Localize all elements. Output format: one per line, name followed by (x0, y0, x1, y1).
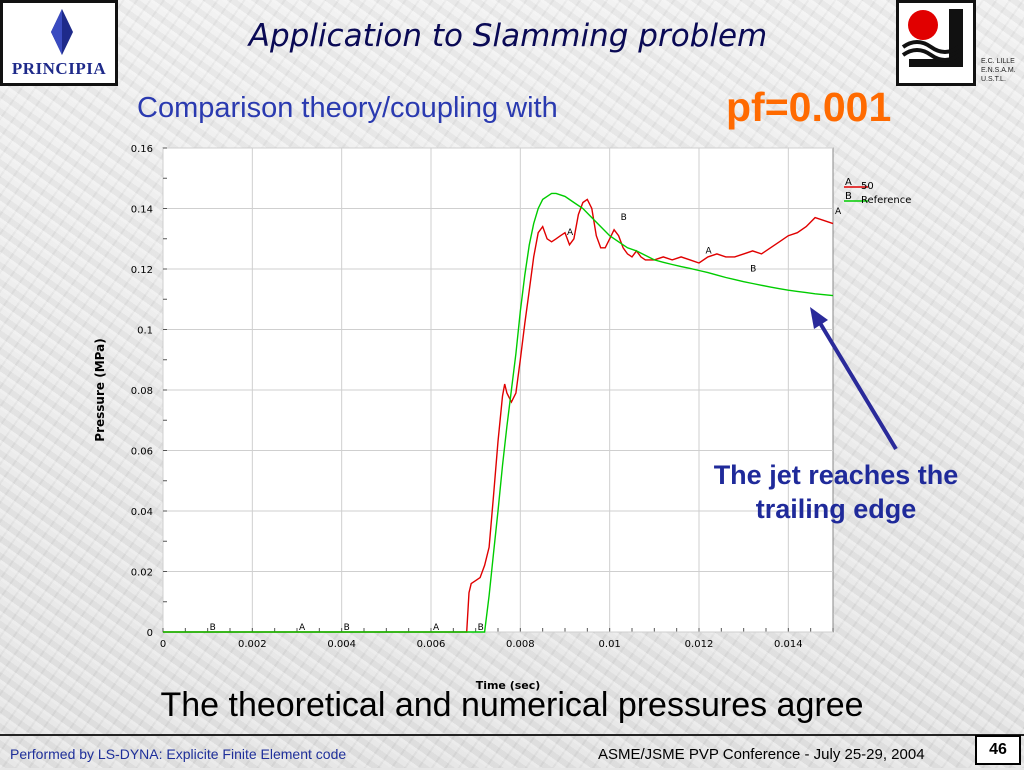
conclusion-text: The theoretical and numerical pressures … (160, 686, 864, 724)
annotation-line: trailing edge (755, 494, 917, 524)
y-tick-label: 0.1 (137, 326, 153, 337)
logo-line: E.N.S.A.M. (981, 67, 1016, 74)
ec-lille-emblem-icon (901, 9, 963, 67)
logo-line: E.C. LILLE (981, 58, 1015, 65)
x-tick-label: 0.01 (599, 639, 621, 650)
y-tick-label: 0.16 (131, 144, 153, 155)
y-tick-label: 0.14 (131, 205, 153, 216)
diamond-icon (51, 9, 73, 55)
marker-label: B (750, 265, 756, 275)
page-number: 46 (975, 735, 1021, 765)
series-lines (163, 192, 834, 633)
marker-label: B (621, 213, 627, 223)
principia-logo: PRINCIPIA (0, 0, 118, 86)
footer: Performed by LS-DYNA: Explicite Finite E… (0, 734, 1024, 770)
annotation-arrow (810, 307, 898, 451)
footer-credit: Performed by LS-DYNA: Explicite Finite E… (10, 746, 347, 762)
arrow-shaft (815, 316, 898, 451)
pressure-chart: 0 0.002 0.004 0.006 0.008 0.01 0.012 0.014 0 0.02… (80, 135, 940, 695)
x-tick-label: 0.014 (774, 639, 803, 650)
marker-label: A (567, 228, 574, 238)
tick-labels: 0 0.002 0.004 0.006 0.008 0.01 0.012 0.014 0 0.02… (131, 144, 803, 650)
x-tick-label: 0 (160, 639, 166, 650)
slide-title: Application to Slamming problem (248, 18, 768, 54)
legend-letter: A (845, 177, 852, 188)
y-tick-label: 0.06 (131, 447, 153, 458)
logo-line: U.S.T.L. (981, 76, 1006, 83)
legend-name: Reference (861, 195, 911, 206)
marker-label: A (299, 623, 306, 633)
legend: A 50 B Reference (844, 177, 911, 206)
slide-subtitle: Comparison theory/coupling with (137, 92, 558, 124)
x-axis-label: Time (sec) (476, 679, 541, 692)
x-tick-label: 0.004 (327, 639, 356, 650)
x-tick-label: 0.002 (238, 639, 267, 650)
y-tick-label: 0.08 (131, 386, 153, 397)
legend-letter: B (845, 191, 852, 202)
y-axis-label: Pressure (MPa) (93, 338, 107, 441)
marker-label: B (344, 623, 350, 633)
legend-name: 50 (861, 181, 874, 192)
series-line-b (163, 192, 834, 633)
marker-label: A (835, 207, 842, 217)
x-tick-label: 0.012 (685, 639, 714, 650)
y-tick-label: 0 (147, 628, 153, 639)
principia-logo-text: PRINCIPIA (11, 59, 107, 78)
y-tick-label: 0.12 (131, 265, 153, 276)
y-tick-label: 0.04 (131, 507, 153, 518)
series-line-a (163, 198, 834, 633)
ec-lille-logo-text: E.C. LILLE E.N.S.A.M. U.S.T.L. (981, 57, 1024, 84)
marker-label: A (433, 623, 440, 633)
x-tick-label: 0.008 (506, 639, 535, 650)
footer-conference: ASME/JSME PVP Conference - July 25-29, 2… (598, 746, 925, 763)
x-tick-label: 0.006 (417, 639, 446, 650)
ec-lille-logo (896, 0, 976, 86)
pressure-chart-svg: 0 0.002 0.004 0.006 0.008 0.01 0.012 0.014 0 0.02… (93, 144, 911, 692)
arrow-head (810, 307, 828, 329)
annotation-line: The jet reaches the (713, 460, 959, 490)
jet-annotation: The jet reaches the trailing edge (676, 458, 996, 526)
y-tick-label: 0.02 (131, 568, 153, 579)
marker-label: B (210, 623, 216, 633)
pf-highlight: pf=0.001 (726, 84, 892, 130)
marker-label: A (705, 246, 712, 256)
marker-label: B (478, 623, 484, 633)
marker-labels: B A B A B A B A B A (210, 207, 842, 633)
